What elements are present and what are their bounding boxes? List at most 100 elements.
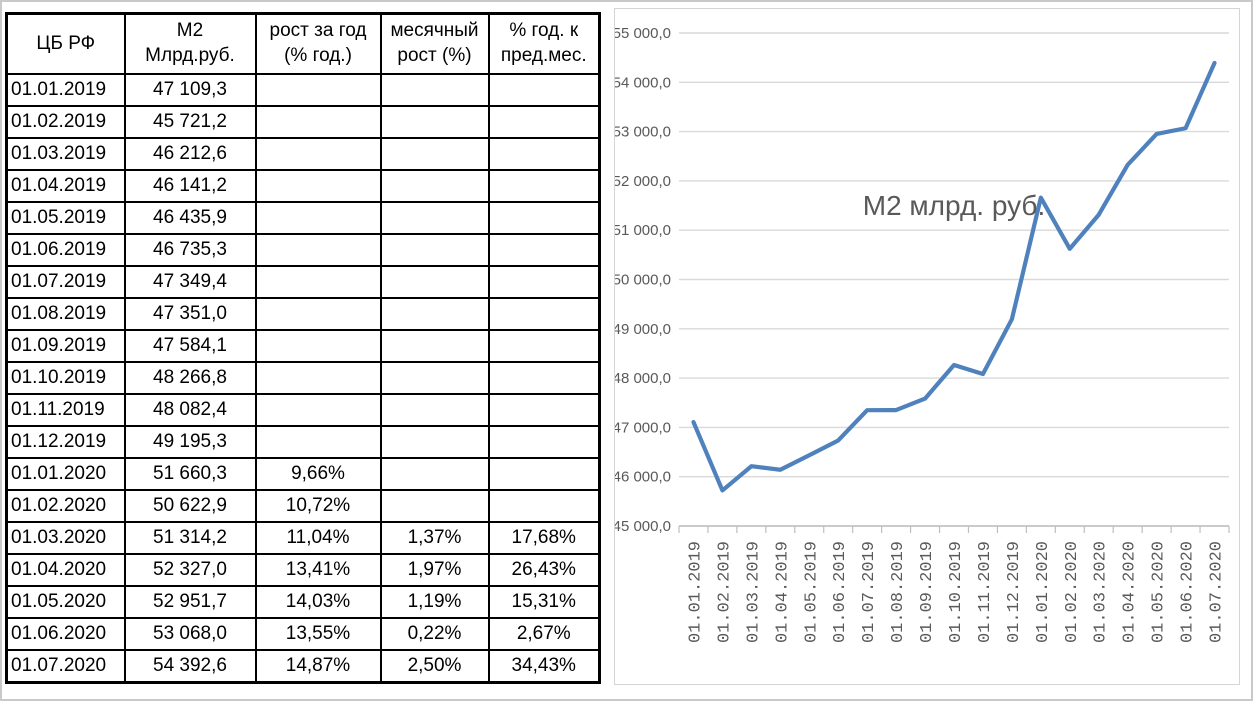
x-axis-tick-label: 01.03.2020 [1092,541,1111,643]
x-axis-tick-label: 01.09.2019 [918,541,937,643]
x-axis-tick-label: 01.08.2019 [889,541,908,643]
y-axis-tick-label: 51 000,0 [615,222,671,239]
cell-date: 01.02.2019 [5,105,126,139]
cell-yoy-growth [254,233,382,267]
cell-yoy-growth: 13,41% [254,553,382,587]
cell-yoy-growth: 9,66% [254,457,382,491]
cell-m2: 47 109,3 [123,73,257,107]
cell-m2: 51 314,2 [123,521,257,555]
cell-monthly-growth [379,105,490,139]
cell-m2: 49 195,3 [123,425,257,459]
y-axis-tick-label: 49 000,0 [615,321,671,338]
cell-monthly-growth [379,297,490,331]
cell-yoy-growth [254,393,382,427]
cell-monthly-growth: 1,37% [379,521,490,555]
table-header-row: ЦБ РФ М2 Млрд.руб. рост за год (% год.) месяч… [5,12,601,75]
cell-yoy-growth: 14,03% [254,585,382,619]
x-axis-tick-label: 01.03.2019 [744,541,763,643]
y-axis-tick-label: 46 000,0 [615,469,671,486]
table-row: 01.09.2019 47 584,1 [5,329,601,363]
cell-annualized-vs-prev-month [487,201,601,235]
cell-annualized-vs-prev-month [487,361,601,395]
y-axis-tick-label: 45 000,0 [615,518,671,535]
cell-monthly-growth [379,169,490,203]
cell-monthly-growth [379,425,490,459]
x-axis-tick-label: 01.04.2019 [773,541,792,643]
y-axis-tick-label: 50 000,0 [615,272,671,289]
column-header-m2: М2 Млрд.руб. [123,12,257,75]
cell-monthly-growth [379,361,490,395]
y-axis-tick-label: 54 000,0 [615,74,671,91]
cell-date: 01.05.2020 [5,585,126,619]
y-axis-tick-label: 48 000,0 [615,370,671,387]
cell-monthly-growth [379,489,490,523]
table-row: 01.06.2019 46 735,3 [5,233,601,267]
cell-m2: 52 951,7 [123,585,257,619]
cell-yoy-growth: 13,55% [254,617,382,651]
m2-line-series [691,60,1217,493]
table-row: 01.02.2019 45 721,2 [5,105,601,139]
cell-date: 01.10.2019 [5,361,126,395]
x-axis-tick-label: 01.01.2019 [686,541,705,643]
cell-monthly-growth [379,137,490,171]
x-axis-tick-label: 01.01.2020 [1034,541,1053,643]
cell-yoy-growth [254,169,382,203]
table-row: 01.04.2019 46 141,2 [5,169,601,203]
cell-date: 01.04.2019 [5,169,126,203]
table-row: 01.04.2020 52 327,0 13,41% 1,97% 26,43% [5,553,601,587]
table-row: 01.07.2020 54 392,6 14,87% 2,50% 34,43% [5,649,601,684]
cell-m2: 50 622,9 [123,489,257,523]
cell-date: 01.04.2020 [5,553,126,587]
cell-date: 01.06.2019 [5,233,126,267]
x-axis-tick-label: 01.10.2019 [947,541,966,643]
cell-yoy-growth [254,137,382,171]
cell-annualized-vs-prev-month [487,137,601,171]
table-row: 01.07.2019 47 349,4 [5,265,601,299]
cell-annualized-vs-prev-month: 2,67% [487,617,601,651]
cell-monthly-growth [379,73,490,107]
column-header-monthly-growth: месячный рост (%) [379,12,490,75]
cell-yoy-growth [254,297,382,331]
cell-date: 01.07.2020 [5,649,126,684]
column-header-yoy-growth: рост за год (% год.) [254,12,382,75]
table-row: 01.10.2019 48 266,8 [5,361,601,395]
table-row: 01.12.2019 49 195,3 [5,425,601,459]
cell-annualized-vs-prev-month [487,105,601,139]
cell-m2: 46 212,6 [123,137,257,171]
cell-yoy-growth: 11,04% [254,521,382,555]
x-axis-tick-label: 01.06.2019 [831,541,850,643]
y-axis-tick-label: 47 000,0 [615,419,671,436]
x-axis-tick-label: 01.11.2019 [976,541,995,643]
cell-date: 01.09.2019 [5,329,126,363]
cell-annualized-vs-prev-month [487,233,601,267]
cell-date: 01.07.2019 [5,265,126,299]
cell-yoy-growth: 14,87% [254,649,382,684]
table-row: 01.01.2019 47 109,3 [5,73,601,107]
cell-annualized-vs-prev-month [487,265,601,299]
cell-m2: 53 068,0 [123,617,257,651]
cell-monthly-growth: 2,50% [379,649,490,684]
column-header-annualized-vs-prev-month: % год. к пред.мес. [487,12,601,75]
cell-monthly-growth: 1,19% [379,585,490,619]
cell-monthly-growth [379,393,490,427]
table-row: 01.03.2019 46 212,6 [5,137,601,171]
cell-annualized-vs-prev-month [487,169,601,203]
x-axis-tick-label: 01.02.2019 [715,541,734,643]
table-head: ЦБ РФ М2 Млрд.руб. рост за год (% год.) месяч… [5,12,601,75]
cell-m2: 46 435,9 [123,201,257,235]
m2-line-chart: 55 000,0 54 000,0 53 000,0 52 000,0 51 000,0… [614,8,1240,685]
cell-monthly-growth [379,265,490,299]
cell-m2: 47 349,4 [123,265,257,299]
x-axis-tick-label: 01.02.2020 [1063,541,1082,643]
cell-m2: 54 392,6 [123,649,257,684]
y-axis-tick-label: 55 000,0 [615,25,671,42]
cell-yoy-growth [254,425,382,459]
cell-m2: 52 327,0 [123,553,257,587]
cell-yoy-growth: 10,72% [254,489,382,523]
cell-monthly-growth: 1,97% [379,553,490,587]
cell-annualized-vs-prev-month [487,297,601,331]
cell-date: 01.01.2020 [5,457,126,491]
cell-annualized-vs-prev-month [487,425,601,459]
table-row: 01.06.2020 53 068,0 13,55% 0,22% 2,67% [5,617,601,651]
m2-data-table: ЦБ РФ М2 Млрд.руб. рост за год (% год.) месяч… [5,12,601,684]
